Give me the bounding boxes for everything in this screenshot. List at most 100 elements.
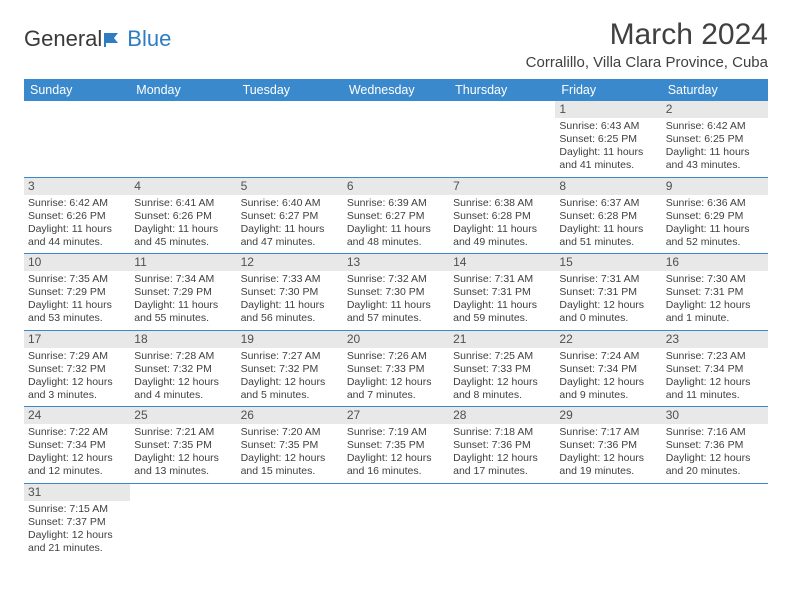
weekday-header: Saturday [662, 79, 768, 101]
sunset-text: Sunset: 7:35 PM [347, 439, 445, 452]
day-number: 26 [237, 407, 343, 424]
day-number: 15 [555, 254, 661, 271]
day-number: 17 [24, 331, 130, 348]
weekday-header: Friday [555, 79, 661, 101]
day-number: 4 [130, 178, 236, 195]
daylight-text: and 3 minutes. [28, 389, 126, 402]
calendar-day-cell: 28Sunrise: 7:18 AMSunset: 7:36 PMDayligh… [449, 407, 555, 484]
daylight-text: and 41 minutes. [559, 159, 657, 172]
day-number: 14 [449, 254, 555, 271]
sunrise-text: Sunrise: 7:33 AM [241, 273, 339, 286]
daylight-text: Daylight: 12 hours [666, 299, 764, 312]
daylight-text: Daylight: 11 hours [347, 299, 445, 312]
calendar-day-cell: 31Sunrise: 7:15 AMSunset: 7:37 PMDayligh… [24, 483, 130, 559]
daylight-text: and 9 minutes. [559, 389, 657, 402]
daylight-text: Daylight: 12 hours [453, 376, 551, 389]
daylight-text: Daylight: 11 hours [134, 299, 232, 312]
calendar-week-row: 24Sunrise: 7:22 AMSunset: 7:34 PMDayligh… [24, 407, 768, 484]
sunset-text: Sunset: 7:34 PM [666, 363, 764, 376]
sunset-text: Sunset: 7:32 PM [28, 363, 126, 376]
calendar-day-cell: 4Sunrise: 6:41 AMSunset: 6:26 PMDaylight… [130, 177, 236, 254]
daylight-text: and 12 minutes. [28, 465, 126, 478]
location-text: Corralillo, Villa Clara Province, Cuba [526, 54, 768, 71]
calendar-day-cell: 17Sunrise: 7:29 AMSunset: 7:32 PMDayligh… [24, 330, 130, 407]
sunrise-text: Sunrise: 7:30 AM [666, 273, 764, 286]
calendar-table: Sunday Monday Tuesday Wednesday Thursday… [24, 79, 768, 559]
daylight-text: Daylight: 12 hours [241, 452, 339, 465]
daylight-text: and 51 minutes. [559, 236, 657, 249]
day-number: 6 [343, 178, 449, 195]
calendar-day-cell: 2Sunrise: 6:42 AMSunset: 6:25 PMDaylight… [662, 101, 768, 177]
calendar-day-cell: 18Sunrise: 7:28 AMSunset: 7:32 PMDayligh… [130, 330, 236, 407]
calendar-day-cell: 23Sunrise: 7:23 AMSunset: 7:34 PMDayligh… [662, 330, 768, 407]
sunset-text: Sunset: 6:29 PM [666, 210, 764, 223]
sunset-text: Sunset: 7:35 PM [241, 439, 339, 452]
month-title: March 2024 [526, 18, 768, 52]
daylight-text: Daylight: 11 hours [241, 223, 339, 236]
calendar-week-row: 31Sunrise: 7:15 AMSunset: 7:37 PMDayligh… [24, 483, 768, 559]
sunrise-text: Sunrise: 6:42 AM [666, 120, 764, 133]
daylight-text: Daylight: 11 hours [241, 299, 339, 312]
calendar-empty-cell [449, 483, 555, 559]
sunrise-text: Sunrise: 6:41 AM [134, 197, 232, 210]
daylight-text: Daylight: 11 hours [666, 146, 764, 159]
calendar-day-cell: 13Sunrise: 7:32 AMSunset: 7:30 PMDayligh… [343, 254, 449, 331]
sunrise-text: Sunrise: 6:38 AM [453, 197, 551, 210]
calendar-empty-cell [237, 483, 343, 559]
sunrise-text: Sunrise: 7:19 AM [347, 426, 445, 439]
sunset-text: Sunset: 7:30 PM [347, 286, 445, 299]
day-number: 25 [130, 407, 236, 424]
sunrise-text: Sunrise: 7:21 AM [134, 426, 232, 439]
day-number: 10 [24, 254, 130, 271]
sunset-text: Sunset: 6:25 PM [559, 133, 657, 146]
sunrise-text: Sunrise: 7:35 AM [28, 273, 126, 286]
calendar-day-cell: 1Sunrise: 6:43 AMSunset: 6:25 PMDaylight… [555, 101, 661, 177]
daylight-text: Daylight: 11 hours [453, 223, 551, 236]
sunrise-text: Sunrise: 7:18 AM [453, 426, 551, 439]
daylight-text: Daylight: 12 hours [28, 376, 126, 389]
day-number: 12 [237, 254, 343, 271]
day-number: 8 [555, 178, 661, 195]
calendar-day-cell: 15Sunrise: 7:31 AMSunset: 7:31 PMDayligh… [555, 254, 661, 331]
calendar-day-cell: 16Sunrise: 7:30 AMSunset: 7:31 PMDayligh… [662, 254, 768, 331]
daylight-text: and 0 minutes. [559, 312, 657, 325]
sunset-text: Sunset: 7:37 PM [28, 516, 126, 529]
daylight-text: Daylight: 11 hours [28, 223, 126, 236]
sunset-text: Sunset: 7:31 PM [666, 286, 764, 299]
daylight-text: and 48 minutes. [347, 236, 445, 249]
calendar-day-cell: 5Sunrise: 6:40 AMSunset: 6:27 PMDaylight… [237, 177, 343, 254]
daylight-text: Daylight: 11 hours [559, 223, 657, 236]
day-number: 1 [555, 101, 661, 118]
sunrise-text: Sunrise: 7:24 AM [559, 350, 657, 363]
day-number: 30 [662, 407, 768, 424]
weekday-header-row: Sunday Monday Tuesday Wednesday Thursday… [24, 79, 768, 101]
brand-part2: Blue [127, 26, 171, 52]
calendar-empty-cell [237, 101, 343, 177]
day-number: 24 [24, 407, 130, 424]
calendar-day-cell: 30Sunrise: 7:16 AMSunset: 7:36 PMDayligh… [662, 407, 768, 484]
sunset-text: Sunset: 6:26 PM [134, 210, 232, 223]
calendar-day-cell: 11Sunrise: 7:34 AMSunset: 7:29 PMDayligh… [130, 254, 236, 331]
calendar-empty-cell [343, 483, 449, 559]
sunrise-text: Sunrise: 6:42 AM [28, 197, 126, 210]
daylight-text: and 56 minutes. [241, 312, 339, 325]
sunset-text: Sunset: 7:30 PM [241, 286, 339, 299]
sunrise-text: Sunrise: 7:31 AM [559, 273, 657, 286]
calendar-empty-cell [343, 101, 449, 177]
calendar-day-cell: 7Sunrise: 6:38 AMSunset: 6:28 PMDaylight… [449, 177, 555, 254]
sunrise-text: Sunrise: 7:34 AM [134, 273, 232, 286]
sunset-text: Sunset: 7:31 PM [559, 286, 657, 299]
sunset-text: Sunset: 7:33 PM [347, 363, 445, 376]
calendar-day-cell: 8Sunrise: 6:37 AMSunset: 6:28 PMDaylight… [555, 177, 661, 254]
calendar-day-cell: 10Sunrise: 7:35 AMSunset: 7:29 PMDayligh… [24, 254, 130, 331]
calendar-day-cell: 3Sunrise: 6:42 AMSunset: 6:26 PMDaylight… [24, 177, 130, 254]
sunset-text: Sunset: 6:25 PM [666, 133, 764, 146]
daylight-text: and 53 minutes. [28, 312, 126, 325]
day-number: 31 [24, 484, 130, 501]
weekday-header: Sunday [24, 79, 130, 101]
sunrise-text: Sunrise: 7:22 AM [28, 426, 126, 439]
sunrise-text: Sunrise: 7:23 AM [666, 350, 764, 363]
daylight-text: Daylight: 12 hours [134, 376, 232, 389]
calendar-day-cell: 24Sunrise: 7:22 AMSunset: 7:34 PMDayligh… [24, 407, 130, 484]
daylight-text: Daylight: 11 hours [347, 223, 445, 236]
